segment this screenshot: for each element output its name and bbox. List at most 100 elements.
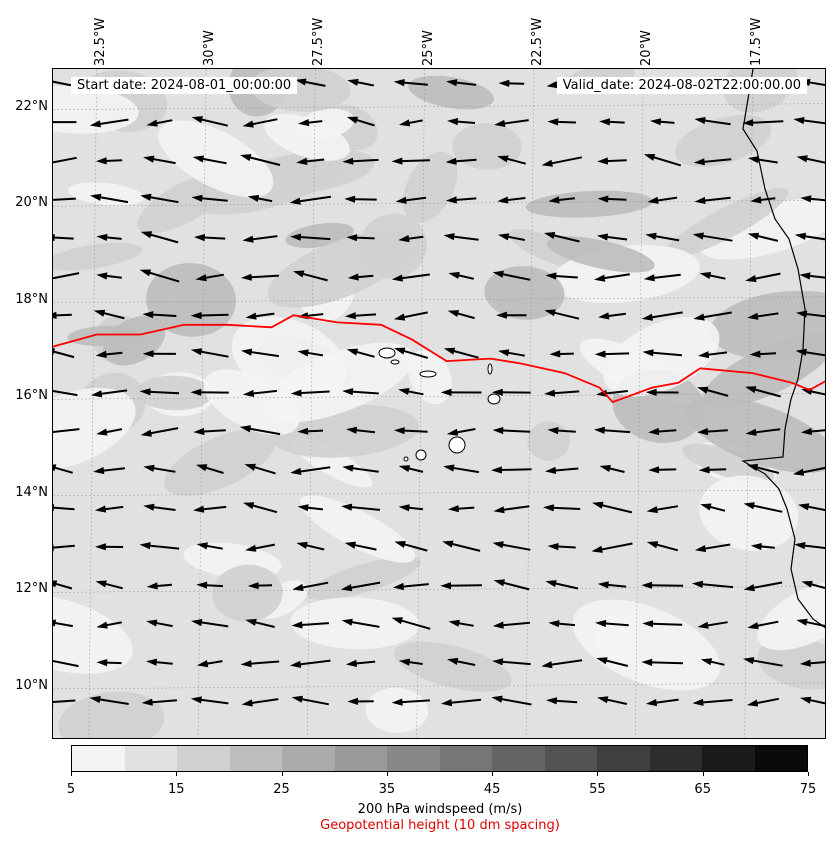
windspeed-patch: [394, 641, 512, 692]
wind-arrow: [700, 658, 725, 666]
windspeed-patch: [250, 69, 351, 112]
wind-arrow: [143, 464, 176, 473]
wind-arrow: [497, 155, 526, 165]
wind-arrow: [592, 501, 633, 514]
wind-arrow: [443, 347, 479, 359]
wind-arrow: [541, 659, 583, 669]
wind-arrow: [293, 270, 328, 282]
wind-arrow: [645, 698, 679, 707]
wind-arrow: [393, 79, 428, 87]
wind-arrow: [241, 698, 279, 707]
colorbar-bin: [72, 746, 125, 771]
wind-arrow: [697, 386, 729, 397]
wind-arrow: [446, 428, 476, 436]
wind-arrow: [95, 350, 123, 358]
colorbar-tickmark: [71, 772, 72, 776]
wind-arrow: [448, 271, 475, 280]
wind-arrow: [290, 466, 331, 475]
wind-arrow: [545, 466, 579, 474]
wind-arrow: [342, 464, 379, 473]
wind-arrow: [96, 621, 122, 629]
wind-arrow: [650, 118, 675, 126]
geopotential-contour: [53, 314, 825, 404]
wind-arrow: [545, 580, 579, 590]
wind-arrow: [440, 582, 482, 590]
lon-label-text: 32.5°W: [92, 17, 108, 66]
wind-arrow: [247, 582, 273, 590]
colorbar: [71, 745, 808, 772]
wind-arrow: [190, 388, 229, 396]
wind-arrow: [240, 273, 279, 281]
wind-arrow: [143, 155, 176, 165]
wind-arrow: [597, 157, 627, 165]
wind-arrow: [290, 233, 331, 241]
wind-arrow: [392, 582, 429, 591]
wind-arrow: [491, 695, 532, 706]
wind-arrow: [239, 425, 281, 436]
wind-arrow: [96, 659, 122, 667]
wind-arrow: [190, 696, 229, 705]
wind-arrow: [53, 156, 77, 164]
wind-arrow: [297, 427, 324, 435]
colorbar-label: 200 hPa windspeed (m/s): [357, 802, 523, 817]
colorbar-tickmark: [808, 772, 809, 776]
wind-arrow: [596, 389, 628, 397]
lat-label: 22°N: [15, 98, 48, 114]
wind-arrow: [53, 544, 75, 552]
wind-arrow: [241, 348, 280, 358]
windspeed-patch: [267, 231, 413, 308]
wind-arrow: [799, 272, 825, 280]
wind-arrow: [89, 696, 129, 705]
wind-arrow: [645, 388, 679, 396]
colorbar-tick-label: 45: [483, 782, 501, 797]
wind-arrow: [646, 505, 679, 514]
wind-arrow: [93, 309, 125, 320]
wind-arrow: [594, 350, 630, 358]
wind-arrow: [794, 232, 825, 241]
wind-arrow: [140, 427, 179, 437]
wind-arrow: [398, 235, 424, 243]
wind-arrow: [445, 157, 477, 165]
wind-arrow: [599, 118, 625, 126]
lon-label: 32.5°W: [92, 6, 110, 66]
wind-arrow: [549, 350, 574, 358]
wind-arrow: [595, 619, 629, 628]
wind-arrow: [90, 193, 129, 204]
wind-arrow: [289, 659, 331, 668]
wind-arrow: [697, 621, 728, 629]
wind-arrow: [491, 388, 531, 396]
wind-arrow: [341, 503, 380, 511]
wind-arrow: [53, 619, 73, 628]
wind-arrow: [446, 79, 477, 87]
wind-arrow: [598, 312, 626, 320]
island: [415, 449, 427, 461]
wind-arrow: [346, 116, 375, 127]
wind-arrow: [344, 195, 377, 203]
wind-arrow: [591, 542, 633, 553]
wind-arrow: [89, 118, 129, 128]
wind-arrow: [795, 348, 825, 357]
wind-arrow: [642, 620, 683, 628]
colorbar-tick-label: 5: [66, 782, 76, 797]
wind-arrow: [743, 657, 783, 667]
parallel-line: [53, 682, 825, 690]
map-panel: Start date: 2024-08-01_00:00:00 Valid_da…: [52, 68, 826, 739]
wind-arrow: [91, 389, 128, 398]
wind-arrow: [347, 273, 374, 281]
windspeed-patch: [699, 198, 825, 260]
wind-arrow: [53, 504, 75, 512]
valid-date-label: Valid_date: 2024-08-02T22:00:00.00: [556, 77, 807, 94]
wind-arrow: [700, 503, 726, 512]
wind-arrow: [53, 659, 79, 668]
windspeed-patch: [484, 266, 565, 320]
wind-arrow: [296, 541, 325, 551]
colorbar-bin: [649, 746, 702, 771]
windspeed-patch: [203, 369, 300, 436]
wind-arrow: [692, 232, 733, 242]
wind-arrow: [291, 621, 329, 629]
wind-arrow: [96, 233, 122, 241]
wind-arrow: [643, 154, 682, 167]
lon-label: 25°W: [421, 6, 438, 66]
wind-arrow: [344, 312, 377, 320]
wind-arrow: [94, 505, 124, 513]
